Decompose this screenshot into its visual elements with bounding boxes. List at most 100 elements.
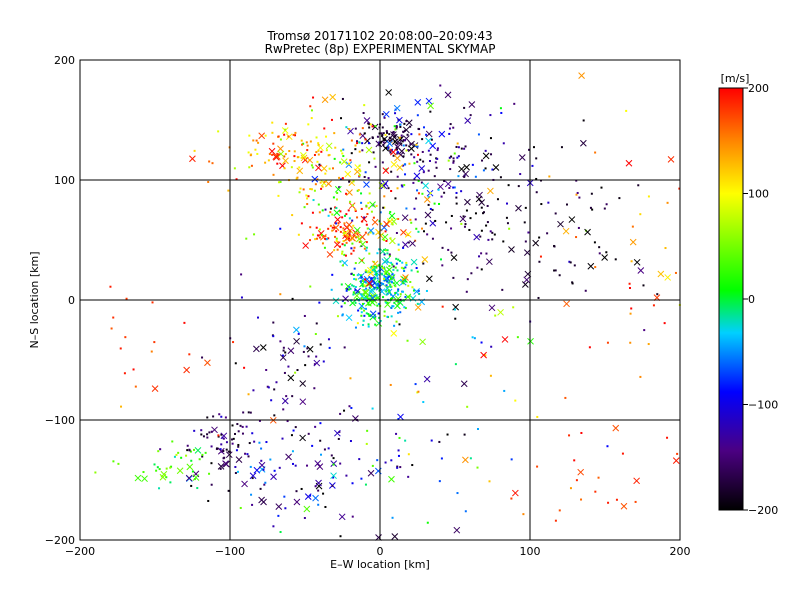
data-point-dot (234, 362, 237, 365)
data-point-dot (398, 136, 401, 139)
data-point-dot (250, 493, 253, 496)
data-point-x (375, 534, 382, 541)
data-point-x (393, 154, 401, 162)
data-point-dot (464, 510, 467, 513)
data-point-dot (306, 464, 309, 467)
data-point-x (343, 235, 351, 242)
data-point-dot (387, 187, 390, 190)
data-point-dot (110, 327, 113, 330)
data-point-dot (313, 387, 316, 390)
data-point-dot (345, 213, 348, 216)
data-point-x (482, 152, 490, 160)
data-point-dot (277, 194, 280, 197)
data-point-dot (362, 319, 365, 322)
data-point-x (381, 233, 389, 241)
data-point-dot (324, 172, 327, 175)
data-point-dot (394, 112, 397, 115)
data-point-dot (502, 142, 505, 145)
data-point-dot (412, 289, 415, 292)
data-point-dot (524, 240, 527, 243)
data-point-x (390, 160, 398, 168)
data-point-dot (264, 161, 267, 164)
data-point-dot (342, 227, 345, 230)
data-point-dot (251, 432, 254, 435)
data-point-dot (470, 272, 473, 275)
data-point-dot (356, 274, 359, 277)
data-point-dot (396, 465, 399, 468)
data-point-dot (416, 189, 419, 192)
data-point-dot (311, 444, 314, 447)
data-point-dot (225, 441, 228, 444)
data-point-dot (314, 333, 317, 336)
data-point-dot (443, 179, 446, 182)
data-point-x (584, 228, 591, 236)
data-point-dot (320, 187, 323, 190)
data-point-x (380, 182, 388, 190)
data-point-dot (207, 180, 210, 183)
data-point-dot (396, 466, 399, 469)
data-point-dot (348, 128, 351, 131)
data-point-dot (284, 351, 287, 354)
data-point-dot (382, 282, 385, 285)
data-point-dot (383, 267, 386, 270)
data-point-dot (235, 178, 238, 181)
data-point-dot (625, 109, 628, 112)
data-point-dot (311, 166, 314, 169)
data-point-dot (376, 296, 379, 299)
data-point-dot (434, 219, 437, 222)
data-point-dot (460, 222, 463, 225)
data-point-dot (367, 233, 370, 236)
data-point-dot (293, 155, 296, 158)
data-point-x (312, 494, 319, 502)
x-tick-label: −100 (215, 545, 245, 558)
data-point-dot (365, 204, 368, 207)
data-point-dot (323, 181, 326, 184)
data-point-dot (202, 435, 205, 438)
data-point-dot (501, 288, 504, 291)
data-point-x (388, 475, 395, 483)
data-point-dot (212, 415, 215, 418)
data-point-x (220, 432, 228, 440)
data-point-dot (380, 132, 383, 135)
data-point-dot (305, 194, 308, 197)
data-point-dot (305, 141, 308, 144)
data-point-dot (251, 503, 254, 506)
data-point-dot (230, 438, 233, 441)
data-point-dot (317, 503, 320, 506)
data-point-dot (290, 434, 293, 437)
data-point-dot (547, 201, 550, 204)
data-point-dot (402, 155, 405, 158)
data-point-dot (639, 213, 642, 216)
colorbar (718, 87, 744, 511)
data-point-x (404, 230, 412, 238)
data-point-dot (365, 246, 368, 249)
data-point-dot (390, 280, 393, 283)
data-point-dot (330, 118, 333, 121)
data-point-dot (363, 216, 366, 219)
data-point-dot (201, 453, 204, 456)
data-point-dot (247, 393, 250, 396)
data-point-x (396, 164, 404, 171)
data-point-dot (397, 248, 400, 251)
data-point-dot (250, 153, 253, 156)
data-point-dot (368, 192, 371, 195)
data-point-dot (358, 175, 361, 178)
data-point-dot (350, 247, 353, 250)
data-point-dot (206, 416, 209, 419)
data-point-dot (254, 148, 257, 151)
data-point-dot (336, 241, 339, 244)
data-point-dot (241, 425, 244, 428)
data-point-dot (322, 360, 325, 363)
data-point-dot (463, 147, 466, 150)
data-point-dot (397, 288, 400, 291)
data-point-dot (390, 306, 393, 309)
data-point-dot (398, 323, 401, 326)
data-point-dot (419, 158, 422, 161)
data-point-dot (210, 462, 213, 465)
data-point-dot (402, 282, 405, 285)
data-point-x (253, 466, 261, 474)
data-point-x (458, 165, 465, 173)
data-point-dot (335, 230, 338, 233)
data-point-dot (339, 178, 342, 181)
data-point-dot (674, 271, 677, 274)
